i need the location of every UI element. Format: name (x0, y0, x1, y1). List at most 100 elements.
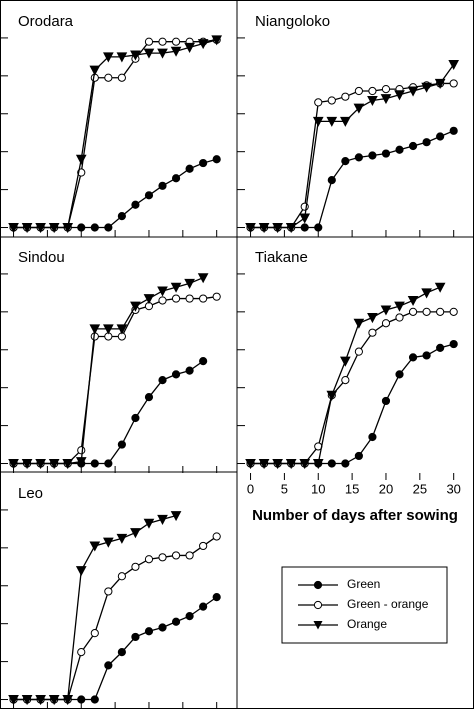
marker (184, 42, 195, 53)
marker (341, 157, 350, 166)
marker (170, 46, 182, 57)
marker (131, 632, 140, 642)
marker (449, 339, 458, 349)
marker (314, 98, 323, 107)
x-tick-label: 30 (446, 481, 460, 496)
series-line (250, 130, 454, 229)
marker (143, 518, 155, 529)
marker (90, 459, 99, 468)
marker (89, 324, 101, 335)
marker (300, 223, 309, 232)
marker (117, 572, 126, 581)
marker (184, 278, 195, 289)
marker (408, 141, 418, 151)
marker (434, 78, 446, 89)
marker (368, 86, 377, 96)
marker (326, 390, 338, 401)
marker (327, 96, 336, 105)
marker (407, 295, 419, 307)
marker (158, 553, 167, 562)
marker (199, 541, 208, 551)
marker (158, 37, 167, 46)
marker (117, 440, 126, 449)
series-line (250, 311, 454, 465)
series-line (13, 296, 217, 465)
x-axis-label: Number of days after sowing (252, 507, 458, 524)
marker (185, 551, 194, 560)
marker (436, 343, 445, 352)
marker (157, 48, 168, 59)
marker (35, 459, 46, 470)
series-line (13, 39, 217, 229)
marker (395, 145, 404, 154)
marker (144, 37, 154, 46)
marker (117, 648, 126, 657)
marker (144, 191, 154, 200)
marker (117, 73, 126, 82)
marker (90, 629, 99, 638)
marker (48, 459, 60, 470)
marker (341, 92, 350, 101)
marker (395, 370, 404, 379)
marker (199, 357, 208, 366)
x-tick-label: 20 (379, 481, 393, 496)
marker (381, 85, 391, 94)
marker (8, 695, 19, 706)
marker (21, 459, 33, 470)
marker (77, 446, 86, 455)
series-line (13, 596, 218, 701)
marker (171, 370, 181, 379)
x-tick-label: 25 (413, 481, 427, 496)
marker (354, 86, 363, 96)
marker (197, 273, 209, 284)
marker (436, 307, 445, 316)
marker (212, 593, 221, 602)
marker (170, 511, 182, 522)
marker (103, 324, 114, 335)
marker (116, 52, 128, 63)
marker (171, 551, 181, 560)
marker (245, 459, 256, 470)
marker (341, 459, 350, 468)
series-line (250, 82, 454, 229)
marker (185, 611, 194, 621)
legend-marker (313, 600, 323, 610)
marker (408, 353, 418, 362)
marker (103, 52, 114, 63)
marker (341, 375, 350, 385)
marker (326, 116, 338, 127)
marker (381, 396, 391, 406)
marker (367, 313, 378, 324)
marker (170, 282, 182, 293)
legend-marker (313, 580, 323, 590)
marker (422, 351, 431, 360)
marker (143, 48, 155, 59)
marker (449, 79, 458, 88)
marker (353, 103, 365, 114)
marker (199, 158, 208, 168)
marker (130, 301, 141, 312)
marker (171, 294, 181, 303)
marker (368, 151, 377, 160)
marker (314, 223, 323, 232)
marker (434, 282, 446, 293)
marker (144, 555, 154, 564)
panel-title: Sindou (18, 249, 65, 266)
marker (212, 292, 221, 301)
marker (312, 116, 324, 127)
marker (380, 305, 392, 316)
x-tick-label: 15 (345, 481, 359, 496)
marker (89, 541, 101, 552)
legend-label: Green - orange (347, 597, 429, 611)
marker (75, 566, 87, 577)
marker (75, 457, 87, 468)
marker (367, 95, 378, 107)
marker (131, 562, 140, 571)
marker (158, 296, 167, 305)
panel-title: Leo (18, 485, 43, 502)
marker (448, 59, 460, 71)
marker (421, 82, 432, 93)
marker (185, 164, 194, 173)
marker (422, 307, 431, 316)
